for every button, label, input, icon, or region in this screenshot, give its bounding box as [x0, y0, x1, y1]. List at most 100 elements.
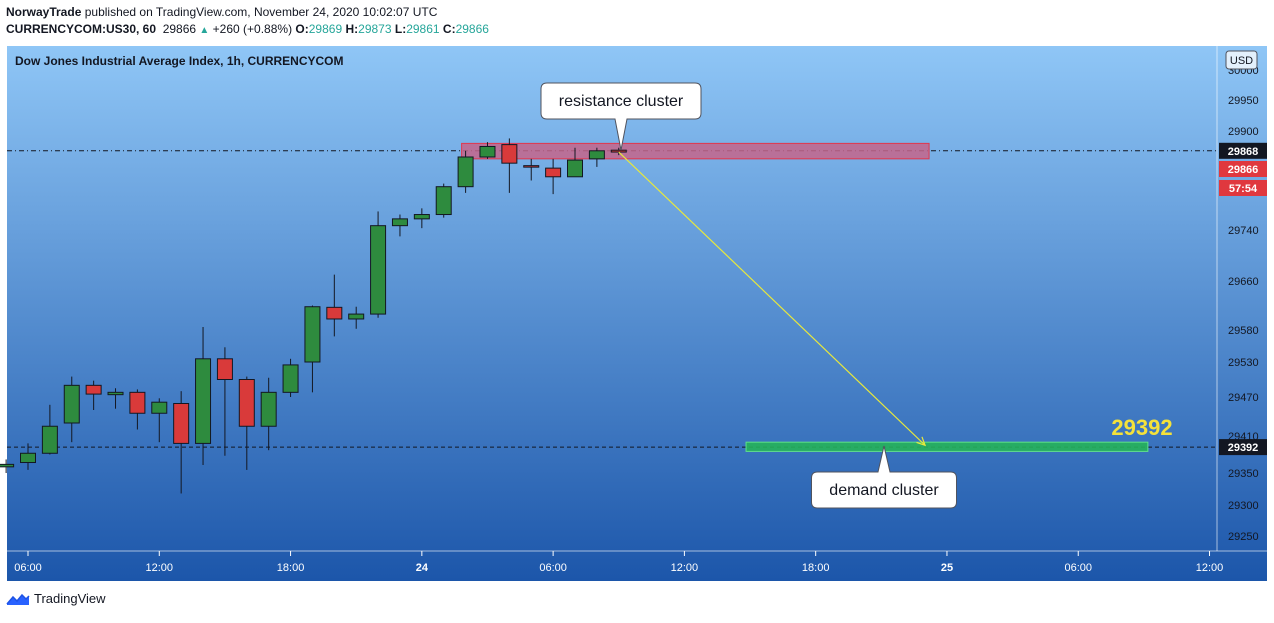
candle-body [501, 144, 518, 164]
resistance-callout[interactable]: resistance cluster [540, 82, 702, 151]
last-price-label-text: 29866 [1228, 164, 1259, 176]
price-tick-label: 29580 [1228, 325, 1259, 337]
demand-callout-bubble [811, 445, 957, 509]
projection-arrow-line [618, 151, 926, 446]
candles [0, 138, 627, 494]
target-price-text: 29392 [1111, 415, 1172, 440]
candle-body [567, 159, 583, 178]
time-tick-label: 24 [416, 562, 429, 574]
brand-label: TradingView [34, 591, 106, 606]
demand-callout[interactable]: demand cluster [811, 445, 957, 509]
candle [391, 214, 408, 237]
last-price-label-box [1219, 161, 1267, 177]
candle [260, 377, 277, 451]
candle [216, 347, 233, 456]
candle [610, 147, 627, 156]
open-value: 29869 [308, 22, 343, 36]
price-change: +260 (+0.88%) [212, 22, 293, 36]
price-tick-label: 29950 [1228, 95, 1259, 107]
candle-body [63, 384, 80, 424]
candle [545, 158, 562, 195]
candle [523, 158, 540, 181]
tradingview-logo[interactable]: TradingView [6, 591, 106, 606]
candle [85, 380, 102, 410]
currency-button[interactable]: USD [1225, 50, 1258, 70]
time-tick-label: 12:00 [1196, 562, 1224, 574]
candle [107, 388, 124, 409]
high-value: 29873 [358, 22, 392, 36]
publish-header: NorwayTrade published on TradingView.com… [6, 5, 437, 19]
candle-body [238, 379, 255, 427]
candle [20, 443, 36, 470]
candle-body [216, 358, 233, 380]
candle-body [20, 452, 36, 464]
high-label: H: [345, 22, 359, 36]
resistance-callout-bubble [540, 82, 702, 151]
last-price-label: 29866 [1219, 161, 1267, 177]
candle-body [260, 391, 277, 427]
time-tick-label: 25 [941, 562, 953, 574]
candle-body [282, 364, 299, 393]
resistance-callout-label: resistance cluster [559, 93, 684, 110]
candle [238, 376, 255, 470]
candle-body [195, 358, 212, 444]
resistance-zone [461, 142, 930, 160]
low-label: L: [394, 22, 407, 36]
candle-body [0, 463, 15, 468]
candle [479, 142, 496, 159]
candle [567, 147, 583, 178]
candle-body [85, 384, 102, 395]
candle [0, 459, 15, 473]
candle-body [370, 225, 387, 315]
demand-zone [745, 441, 1149, 452]
target-price-label: 29392 [1219, 439, 1267, 456]
price-tick-label: 29350 [1228, 468, 1259, 480]
price-tick-label: 29660 [1228, 276, 1259, 288]
candle [588, 147, 605, 167]
resistance-price-label-box [1219, 142, 1267, 159]
candle [129, 389, 146, 430]
candle [457, 150, 474, 193]
candle-body [391, 218, 408, 227]
candle-body [41, 425, 58, 454]
demand-callout-label: demand cluster [829, 482, 939, 499]
candle-body [129, 391, 146, 414]
annotations: resistance cluster demand cluster 29392 [540, 82, 1173, 509]
candle [435, 183, 452, 218]
countdown-label-box [1219, 180, 1267, 196]
price-tick-label: 29300 [1228, 500, 1259, 512]
candle-body [523, 165, 540, 168]
candle-body [545, 167, 562, 178]
time-axis[interactable]: 06:00 12:00 18:00 24 06:00 12:00 18:00 25 06:00 1… [14, 551, 1223, 574]
symbol-label: CURRENCYCOM:US30, 60 [6, 22, 157, 36]
published-text: published on TradingView.com, November 2… [84, 5, 438, 19]
candle-body [304, 306, 321, 363]
candle-body [457, 156, 474, 188]
time-tick-label: 06:00 [14, 562, 42, 574]
price-tick-label: 29740 [1228, 225, 1259, 237]
target-price-label-text: 29392 [1228, 442, 1259, 454]
candle-body [326, 306, 343, 320]
candle-body [413, 214, 430, 220]
price-tick-label: 29900 [1228, 126, 1259, 138]
time-tick-label: 18:00 [277, 562, 305, 574]
candle [41, 404, 58, 455]
author-name[interactable]: NorwayTrade [6, 5, 82, 19]
open-label: O: [295, 22, 309, 36]
candle-body [107, 391, 124, 396]
projection-arrow-head [916, 436, 927, 447]
candle [304, 305, 321, 393]
time-tick-label: 12:00 [146, 562, 174, 574]
chart-background [7, 46, 1267, 581]
candle-body [588, 150, 605, 160]
chart-title: Dow Jones Industrial Average Index, 1h, … [15, 54, 344, 68]
candle [501, 138, 518, 193]
candle [195, 326, 212, 465]
up-triangle-icon: ▲ [199, 25, 210, 36]
time-tick-label: 06:00 [539, 562, 567, 574]
ohlc-header: CURRENCYCOM:US30, 60 29866 ▲ +260 (+0.88… [6, 22, 489, 36]
candle-body [435, 186, 452, 216]
price-tick-label: 29470 [1228, 392, 1259, 404]
